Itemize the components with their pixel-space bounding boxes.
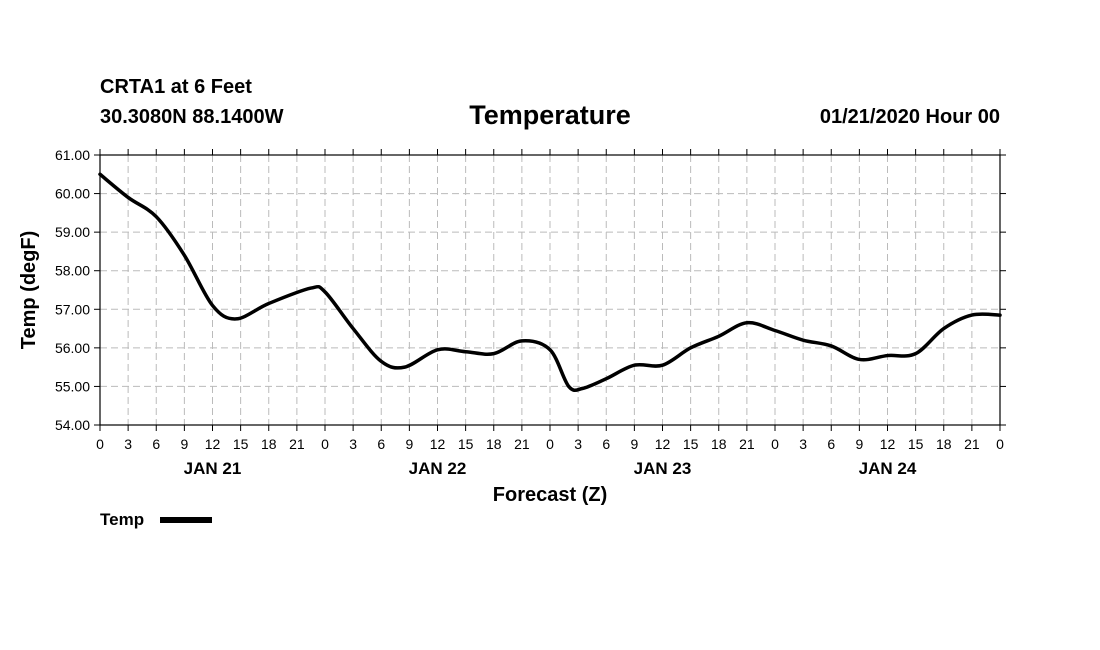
y-tick-label: 55.00: [55, 378, 90, 394]
y-tick-label: 60.00: [55, 186, 90, 202]
chart-title: Temperature: [469, 100, 631, 130]
forecast-run-time: 01/21/2020 Hour 00: [819, 106, 1000, 128]
x-tick-label: 15: [683, 436, 699, 452]
x-tick-label: 6: [602, 436, 610, 452]
day-label: JAN 23: [634, 459, 692, 478]
x-tick-label: 21: [964, 436, 980, 452]
series-layer: [98, 172, 1002, 393]
x-tick-label: 3: [349, 436, 357, 452]
y-axis-tick-labels: 54.00 55.00 56.00 57.00 58.00 59.00 60.00 61.00: [55, 147, 90, 433]
x-tick-label: 0: [321, 436, 329, 452]
y-tick-label: 59.00: [55, 224, 90, 240]
x-tick-label: 12: [880, 436, 896, 452]
x-tick-label: 9: [855, 436, 863, 452]
x-tick-label: 12: [430, 436, 446, 452]
x-tick-label: 3: [124, 436, 132, 452]
legend: Temp: [100, 510, 212, 529]
x-tick-label: 9: [180, 436, 188, 452]
y-tick-label: 57.00: [55, 301, 90, 317]
x-tick-label: 15: [908, 436, 924, 452]
x-tick-label: 6: [377, 436, 385, 452]
x-tick-label: 21: [289, 436, 305, 452]
y-tick-label: 61.00: [55, 147, 90, 163]
x-tick-label: 0: [996, 436, 1004, 452]
x-tick-label: 9: [405, 436, 413, 452]
y-tick-label: 56.00: [55, 340, 90, 356]
x-tick-label: 12: [655, 436, 671, 452]
day-label: JAN 22: [409, 459, 467, 478]
x-tick-label: 18: [936, 436, 952, 452]
x-axis-tick-labels: 0 3 6 9 12 15 18 21 0 3 6 9 12 15 18 21 0 3 6 9 12 15 18 21 0 3 6 9…: [96, 436, 1004, 452]
x-tick-label: 3: [574, 436, 582, 452]
y-axis-title: Temp (degF): [18, 231, 40, 350]
x-tick-label: 9: [630, 436, 638, 452]
x-tick-label: 21: [514, 436, 530, 452]
x-tick-label: 6: [827, 436, 835, 452]
y-tick-label: 54.00: [55, 417, 90, 433]
day-label: JAN 24: [859, 459, 917, 478]
temp-series-line: [98, 172, 1002, 393]
grid: [100, 155, 1000, 425]
x-tick-label: 3: [799, 436, 807, 452]
x-tick-label: 15: [458, 436, 474, 452]
x-tick-label: 0: [771, 436, 779, 452]
station-label: CRTA1 at 6 Feet: [100, 76, 252, 98]
x-tick-label: 18: [711, 436, 727, 452]
x-axis-title: Forecast (Z): [493, 484, 607, 506]
x-tick-label: 21: [739, 436, 755, 452]
x-tick-label: 12: [205, 436, 221, 452]
station-coordinates: 30.3080N 88.1400W: [100, 106, 284, 128]
legend-label: Temp: [100, 510, 144, 529]
day-labels: JAN 21 JAN 22 JAN 23 JAN 24: [184, 459, 917, 478]
day-label: JAN 21: [184, 459, 242, 478]
y-tick-label: 58.00: [55, 263, 90, 279]
x-tick-label: 0: [96, 436, 104, 452]
x-tick-label: 18: [486, 436, 502, 452]
x-tick-label: 0: [546, 436, 554, 452]
x-tick-label: 18: [261, 436, 277, 452]
x-tick-label: 6: [152, 436, 160, 452]
axis-ticks: [94, 149, 1006, 431]
x-tick-label: 15: [233, 436, 249, 452]
